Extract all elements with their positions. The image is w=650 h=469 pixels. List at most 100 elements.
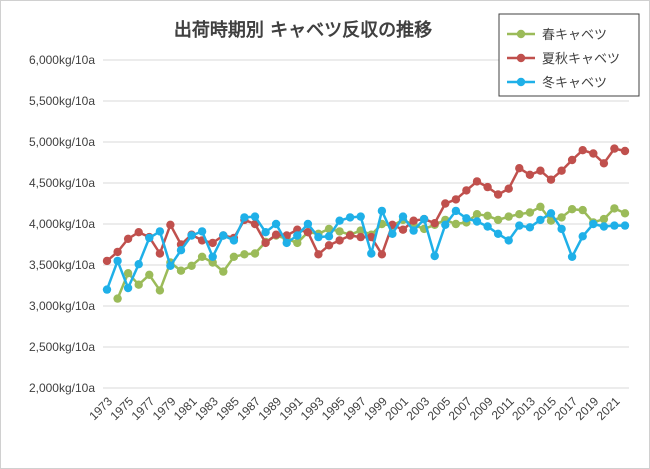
data-point bbox=[398, 225, 408, 234]
data-point bbox=[599, 159, 609, 168]
data-point bbox=[536, 166, 545, 175]
data-point bbox=[620, 146, 630, 156]
data-point bbox=[356, 232, 365, 242]
data-point bbox=[610, 204, 619, 213]
data-point bbox=[557, 224, 566, 234]
data-point bbox=[335, 216, 344, 225]
data-point bbox=[282, 238, 291, 248]
y-tick-label: 3,000kg/10a bbox=[29, 299, 95, 313]
data-point bbox=[515, 210, 524, 219]
data-point bbox=[578, 205, 587, 215]
data-point bbox=[493, 229, 503, 238]
data-point bbox=[324, 241, 334, 250]
data-point bbox=[525, 170, 535, 179]
data-point bbox=[123, 234, 133, 243]
data-point bbox=[155, 227, 165, 236]
data-point bbox=[483, 211, 492, 220]
data-point bbox=[409, 226, 418, 235]
data-point bbox=[451, 219, 461, 229]
data-point bbox=[197, 252, 207, 261]
data-point bbox=[493, 190, 503, 199]
data-point bbox=[462, 214, 471, 223]
legend-label: 夏秋キャベツ bbox=[542, 52, 620, 67]
data-point bbox=[493, 215, 503, 225]
data-point bbox=[483, 182, 492, 192]
data-point bbox=[515, 221, 524, 230]
series-3 bbox=[102, 206, 630, 294]
data-point bbox=[388, 229, 397, 238]
data-point bbox=[620, 209, 630, 218]
data-point bbox=[441, 199, 450, 208]
data-point bbox=[472, 210, 482, 219]
data-point bbox=[335, 227, 344, 236]
data-point bbox=[303, 228, 313, 237]
data-point bbox=[102, 285, 112, 294]
data-point bbox=[599, 214, 609, 224]
data-point bbox=[610, 144, 619, 153]
data-point bbox=[345, 213, 355, 222]
data-point bbox=[134, 280, 143, 289]
data-point bbox=[377, 250, 387, 259]
data-point bbox=[187, 231, 196, 240]
data-point bbox=[113, 256, 122, 266]
data-point bbox=[271, 219, 281, 229]
data-point bbox=[240, 250, 249, 259]
data-point bbox=[567, 205, 577, 214]
data-point bbox=[504, 236, 513, 245]
data-point bbox=[536, 215, 545, 225]
data-point bbox=[504, 184, 513, 193]
y-axis-ticks: 2,000kg/10a 2,500kg/10a 3,000kg/10a 3,500kg… bbox=[29, 53, 95, 395]
data-point bbox=[293, 231, 302, 240]
data-point bbox=[356, 212, 365, 221]
data-point bbox=[409, 216, 418, 225]
data-point bbox=[589, 149, 598, 158]
data-point bbox=[589, 219, 598, 229]
data-point bbox=[536, 202, 545, 211]
y-tick-label: 5,000kg/10a bbox=[29, 135, 95, 149]
data-point bbox=[525, 208, 535, 217]
data-point bbox=[261, 238, 270, 248]
data-point bbox=[208, 238, 217, 248]
y-tick-label: 3,500kg/10a bbox=[29, 258, 95, 272]
data-point bbox=[578, 146, 587, 155]
y-tick-label: 6,000kg/10a bbox=[29, 53, 95, 67]
data-point bbox=[377, 206, 387, 216]
y-tick-label: 4,500kg/10a bbox=[29, 176, 95, 190]
x-axis-ticks: 1973197519771979198119831985198719891991… bbox=[86, 394, 622, 423]
data-point bbox=[229, 236, 239, 245]
legend-label: 春キャベツ bbox=[542, 28, 607, 43]
y-tick-label: 4,000kg/10a bbox=[29, 217, 95, 231]
data-point bbox=[123, 283, 133, 293]
data-point bbox=[219, 231, 228, 240]
data-point bbox=[557, 166, 566, 175]
data-point bbox=[462, 186, 471, 195]
data-point bbox=[155, 286, 165, 295]
data-point bbox=[155, 249, 165, 258]
data-point bbox=[303, 219, 313, 229]
data-point bbox=[345, 231, 355, 240]
data-point bbox=[567, 155, 577, 165]
data-point bbox=[430, 251, 439, 261]
data-point bbox=[176, 246, 186, 255]
data-point bbox=[293, 238, 302, 248]
data-point bbox=[599, 222, 609, 231]
data-point bbox=[113, 247, 122, 257]
data-point bbox=[504, 212, 513, 221]
data-point bbox=[610, 221, 619, 230]
data-point bbox=[451, 206, 461, 216]
data-point bbox=[472, 177, 482, 186]
data-point bbox=[113, 294, 122, 303]
data-point bbox=[324, 232, 334, 241]
data-point bbox=[208, 252, 217, 261]
y-tick-label: 2,500kg/10a bbox=[29, 340, 95, 354]
data-point bbox=[314, 232, 323, 242]
data-point bbox=[451, 195, 461, 204]
data-point bbox=[271, 230, 281, 239]
x-tick-label: 2021 bbox=[594, 394, 623, 423]
data-point bbox=[134, 228, 143, 237]
data-point bbox=[419, 214, 429, 224]
data-point bbox=[187, 261, 196, 270]
